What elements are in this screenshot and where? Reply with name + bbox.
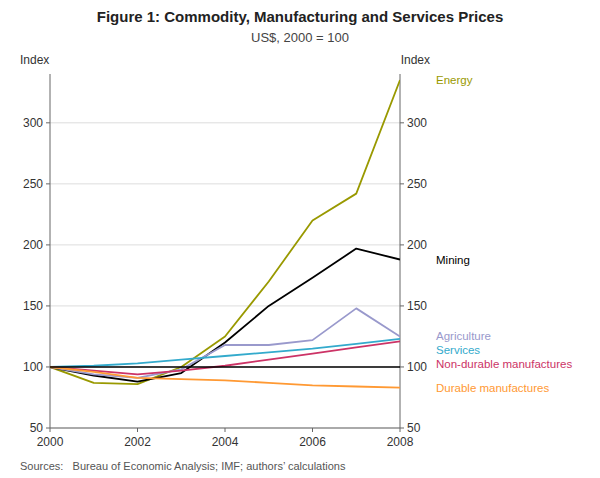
x-tick (225, 428, 226, 432)
series-line (50, 308, 400, 378)
baseline (50, 366, 400, 368)
y-tick-label: 300 (23, 116, 43, 130)
y-axis-line (50, 74, 51, 428)
y-tick-label: 200 (23, 238, 43, 252)
y-axis-label: Index (20, 53, 49, 67)
y2-tick-label: 300 (407, 116, 427, 130)
y2-tick (400, 183, 404, 184)
series-line (50, 80, 400, 384)
y2-tick (400, 428, 404, 429)
y2-axis-label: Index (401, 53, 430, 67)
x-tick-label: 2000 (37, 435, 64, 449)
grid-line (50, 366, 400, 367)
series-label: Non-durable manufactures (436, 358, 572, 370)
x-tick-label: 2006 (299, 435, 326, 449)
series-label: Agriculture (436, 330, 491, 342)
source: Sources: Bureau of Economic Analysis; IM… (20, 460, 346, 472)
y2-tick (400, 244, 404, 245)
chart: Figure 1: Commodity, Manufacturing and S… (0, 0, 600, 478)
x-tick (312, 428, 313, 432)
y2-tick-label: 50 (407, 421, 421, 435)
series-label: Mining (436, 254, 470, 266)
grid-line (50, 122, 400, 123)
grid-line (50, 244, 400, 245)
series-label: Energy (436, 74, 473, 86)
series-line (50, 249, 400, 382)
x-tick (137, 428, 138, 432)
y-tick (46, 183, 50, 184)
y2-tick-label: 100 (407, 360, 427, 374)
series-line (50, 339, 400, 367)
y2-tick-label: 250 (407, 177, 427, 191)
y-tick-label: 50 (30, 421, 44, 435)
y-tick (46, 428, 50, 429)
subtitle: US$, 2000 = 100 (251, 30, 349, 45)
y-tick (46, 305, 50, 306)
y-tick (46, 366, 50, 367)
y-tick (46, 244, 50, 245)
series-labels: Energy Mining Agriculture Services Non-durab… (436, 74, 572, 394)
y2-tick-label: 200 (407, 238, 427, 252)
y2-tick (400, 366, 404, 367)
x-tick-label: 2004 (212, 435, 239, 449)
y-tick (46, 122, 50, 123)
plot-area (50, 80, 400, 388)
x-axis-line (50, 428, 400, 429)
y-tick-label: 250 (23, 177, 43, 191)
title: Figure 1: Commodity, Manufacturing and S… (97, 8, 504, 25)
series-label: Durable manufactures (436, 382, 549, 394)
x-tick (400, 428, 401, 432)
series-line (50, 367, 400, 388)
series-line (50, 341, 400, 374)
y-tick-label: 100 (23, 360, 43, 374)
y2-tick (400, 122, 404, 123)
series-label: Services (436, 344, 480, 356)
y2-axis-line (400, 74, 401, 428)
grid-line (50, 183, 400, 184)
y-tick-label: 150 (23, 299, 43, 313)
y2-tick-label: 150 (407, 299, 427, 313)
grid-line (50, 305, 400, 306)
x-tick-label: 2002 (124, 435, 151, 449)
x-tick-label: 2008 (387, 435, 414, 449)
grid-line (50, 428, 400, 429)
y2-tick (400, 305, 404, 306)
x-tick (50, 428, 51, 432)
